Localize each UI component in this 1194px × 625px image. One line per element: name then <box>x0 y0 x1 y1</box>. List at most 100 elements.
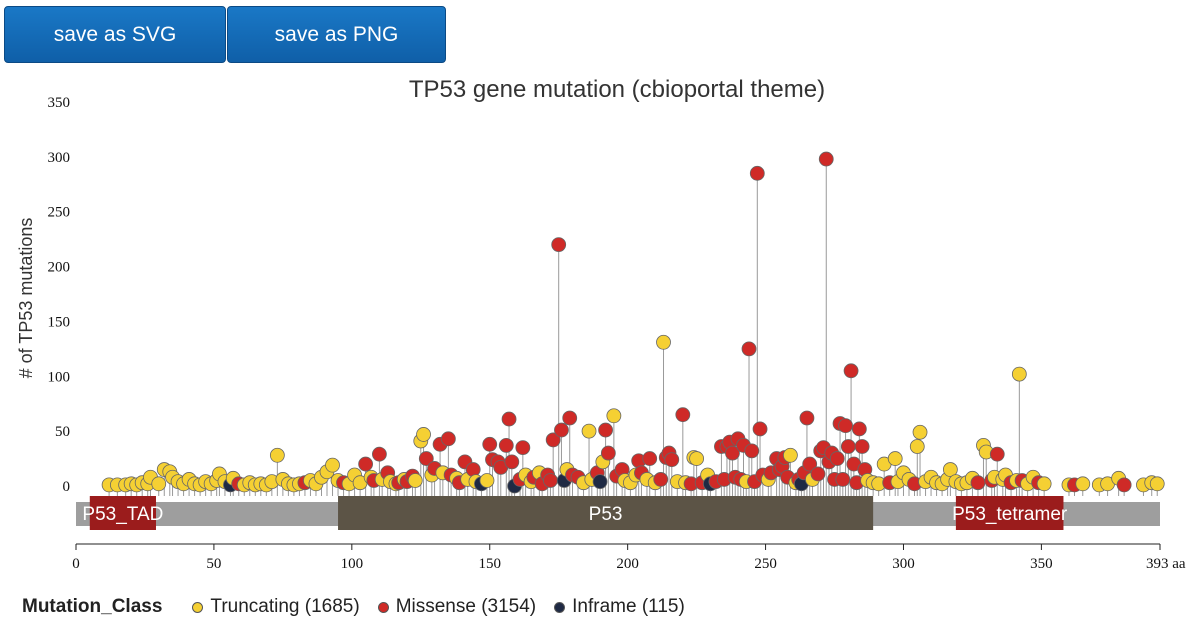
mutation-point[interactable] <box>675 407 691 423</box>
domain-p53-tad[interactable] <box>89 496 156 530</box>
mutation-point[interactable] <box>372 446 387 462</box>
mutation-point[interactable] <box>752 421 768 437</box>
mutation-point[interactable] <box>840 439 856 454</box>
mutation-point[interactable] <box>501 411 517 427</box>
mutation-point[interactable] <box>1036 476 1052 492</box>
mutation-point[interactable] <box>749 165 765 181</box>
mutation-point[interactable] <box>843 363 859 379</box>
mutation-point[interactable] <box>325 457 340 473</box>
mutation-point[interactable] <box>504 454 520 470</box>
mutation-point[interactable] <box>592 474 608 490</box>
mutation-point[interactable] <box>912 424 928 440</box>
mutation-point[interactable] <box>498 438 514 453</box>
mutation-point[interactable] <box>810 466 826 482</box>
legend-item-inframe[interactable]: Inframe (115) <box>554 596 685 618</box>
y-tick-label: 150 <box>48 314 71 330</box>
mutation-point[interactable] <box>465 462 481 477</box>
x-tick-label: 200 <box>616 556 639 572</box>
mutation-point[interactable] <box>600 445 616 461</box>
mutation-point[interactable] <box>741 341 757 357</box>
mutation-point[interactable] <box>642 451 658 466</box>
y-tick-label: 0 <box>63 479 71 495</box>
mutation-point[interactable] <box>407 473 423 488</box>
mutation-point[interactable] <box>545 432 561 448</box>
mutation-point[interactable] <box>989 446 1005 462</box>
mutation-point[interactable] <box>851 421 867 437</box>
mutation-point[interactable] <box>689 451 705 466</box>
mutation-point[interactable] <box>151 476 167 492</box>
mutation-point[interactable] <box>606 408 622 424</box>
mutation-point[interactable] <box>1116 477 1132 493</box>
mutation-point[interactable] <box>744 443 760 459</box>
mutation-point[interactable] <box>581 423 597 439</box>
mutation-point[interactable] <box>799 410 815 426</box>
chart-title: TP53 gene mutation (cbioportal theme) <box>409 76 825 103</box>
mutation-point[interactable] <box>358 456 374 472</box>
y-tick-label: 350 <box>48 95 71 111</box>
missense-dot-icon <box>377 601 389 613</box>
mutation-point[interactable] <box>418 451 434 466</box>
x-tick-label: 150 <box>478 556 501 572</box>
y-axis-label: # of TP53 mutations <box>16 218 36 379</box>
mutation-point[interactable] <box>829 451 845 466</box>
domain-label: P53_tetramer <box>952 504 1068 525</box>
x-tick-label: 0 <box>72 556 80 572</box>
mutation-point[interactable] <box>970 475 986 491</box>
inframe-dot-icon <box>554 601 566 613</box>
domain-label: P53_TAD <box>82 504 163 525</box>
save-as-svg-button[interactable]: save as SVG <box>4 6 226 63</box>
y-tick-label: 50 <box>55 424 70 440</box>
mutation-point[interactable] <box>725 445 740 461</box>
mutation-point[interactable] <box>854 439 870 454</box>
y-tick-label: 100 <box>48 369 71 385</box>
mutation-point[interactable] <box>818 151 834 167</box>
mutation-point[interactable] <box>1149 476 1165 492</box>
mutation-stems <box>108 159 1158 496</box>
mutation-point[interactable] <box>653 472 669 487</box>
mutation-point[interactable] <box>598 422 613 438</box>
mutation-point[interactable] <box>782 447 798 463</box>
legend-item-truncating[interactable]: Truncating (1685) <box>192 596 360 618</box>
lollipop-chart: TP53 gene mutation (cbioportal theme) # … <box>16 76 1186 572</box>
x-tick-label: 393 aa <box>1146 556 1186 572</box>
mutation-point[interactable] <box>562 410 578 426</box>
domain-p53[interactable] <box>338 496 874 530</box>
y-tick-label: 250 <box>48 205 71 221</box>
domain-label: P53 <box>589 504 623 525</box>
legend-title: Mutation_Class <box>22 596 163 617</box>
mutation-point[interactable] <box>664 452 680 468</box>
legend-item-label: Truncating (1685) <box>210 596 360 617</box>
legend-item-label: Inframe (115) <box>572 596 685 617</box>
mutation-point[interactable] <box>479 473 495 488</box>
x-tick-label: 350 <box>1030 556 1053 572</box>
y-tick-label: 200 <box>48 260 71 276</box>
x-axis: 0 50 100 150 200 250 300 350 393 aa <box>72 543 1186 572</box>
mutation-point[interactable] <box>269 447 285 463</box>
mutation-point[interactable] <box>554 422 569 438</box>
mutation-point[interactable] <box>1075 476 1091 492</box>
mutation-point[interactable] <box>802 456 818 472</box>
mutation-point[interactable] <box>838 418 853 434</box>
y-tick-label: 300 <box>48 150 71 166</box>
x-tick-label: 300 <box>892 556 915 572</box>
mutation-point[interactable] <box>887 451 903 466</box>
mutation-point[interactable] <box>482 436 498 452</box>
legend-item-missense[interactable]: Missense (3154) <box>377 596 537 618</box>
mutation-point[interactable] <box>835 472 851 487</box>
mutation-point[interactable] <box>1011 366 1027 382</box>
mutation-point[interactable] <box>440 431 456 447</box>
legend-item-label: Missense (3154) <box>395 596 537 617</box>
x-tick-label: 100 <box>341 556 364 572</box>
mutation-point[interactable] <box>515 440 531 456</box>
domain-p53-tetramer[interactable] <box>955 496 1064 530</box>
save-as-png-button[interactable]: save as PNG <box>227 6 446 63</box>
mutation-point[interactable] <box>942 462 958 477</box>
mutation-points <box>101 151 1165 494</box>
truncating-dot-icon <box>192 601 204 613</box>
mutation-point[interactable] <box>909 439 925 454</box>
y-axis-ticks: 0 50 100 150 200 250 300 350 <box>48 95 71 495</box>
mutation-point[interactable] <box>551 237 567 253</box>
mutation-point[interactable] <box>543 473 558 488</box>
mutation-point[interactable] <box>416 427 431 442</box>
mutation-point[interactable] <box>656 334 671 350</box>
